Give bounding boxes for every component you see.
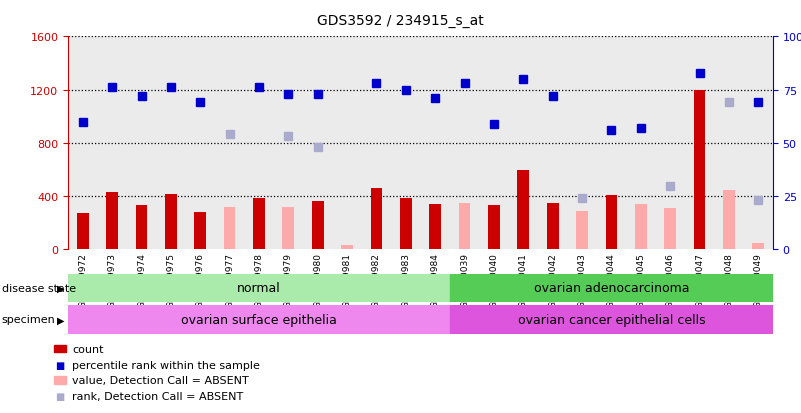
Bar bbox=[186, 37, 215, 250]
Bar bbox=[195, 213, 206, 250]
Bar bbox=[626, 37, 655, 250]
Text: ovarian surface epithelia: ovarian surface epithelia bbox=[181, 313, 337, 326]
Bar bbox=[655, 37, 685, 250]
Text: disease state: disease state bbox=[2, 283, 76, 293]
Bar bbox=[743, 37, 773, 250]
Text: ovarian adenocarcinoma: ovarian adenocarcinoma bbox=[533, 282, 689, 295]
Bar bbox=[215, 37, 244, 250]
Bar bbox=[752, 243, 764, 250]
Bar bbox=[371, 189, 382, 250]
Bar bbox=[362, 37, 391, 250]
Text: ■: ■ bbox=[55, 360, 65, 370]
Text: ovarian cancer epithelial cells: ovarian cancer epithelial cells bbox=[517, 313, 705, 326]
Text: count: count bbox=[72, 344, 103, 354]
Bar bbox=[479, 37, 509, 250]
Text: ▶: ▶ bbox=[57, 283, 64, 293]
Bar bbox=[664, 209, 676, 250]
Bar bbox=[576, 211, 588, 250]
Bar bbox=[68, 274, 450, 302]
Bar bbox=[429, 205, 441, 250]
Bar bbox=[509, 37, 538, 250]
Bar bbox=[77, 214, 89, 250]
Bar bbox=[459, 203, 470, 250]
Bar bbox=[244, 37, 274, 250]
Bar bbox=[538, 37, 567, 250]
Bar bbox=[450, 274, 773, 302]
Bar bbox=[567, 37, 597, 250]
Bar bbox=[488, 206, 500, 250]
Text: ■: ■ bbox=[55, 391, 65, 401]
Bar bbox=[312, 202, 324, 250]
Text: ▶: ▶ bbox=[57, 315, 64, 325]
Bar bbox=[547, 203, 558, 250]
Text: percentile rank within the sample: percentile rank within the sample bbox=[72, 360, 260, 370]
Text: normal: normal bbox=[237, 282, 281, 295]
Bar bbox=[400, 198, 412, 250]
Text: rank, Detection Call = ABSENT: rank, Detection Call = ABSENT bbox=[72, 391, 244, 401]
Bar bbox=[98, 37, 127, 250]
Bar bbox=[606, 195, 618, 250]
Bar bbox=[274, 37, 303, 250]
Bar bbox=[253, 198, 265, 250]
Bar bbox=[68, 306, 450, 334]
Bar bbox=[156, 37, 186, 250]
Bar bbox=[597, 37, 626, 250]
Bar bbox=[283, 207, 294, 250]
Bar bbox=[165, 194, 177, 250]
Bar bbox=[685, 37, 714, 250]
Bar bbox=[450, 306, 773, 334]
Bar bbox=[450, 37, 479, 250]
Bar bbox=[127, 37, 156, 250]
Bar bbox=[723, 190, 735, 250]
Bar bbox=[332, 37, 362, 250]
Text: value, Detection Call = ABSENT: value, Detection Call = ABSENT bbox=[72, 375, 249, 385]
Bar bbox=[635, 205, 646, 250]
Text: specimen: specimen bbox=[2, 315, 55, 325]
Bar bbox=[223, 207, 235, 250]
Bar bbox=[303, 37, 332, 250]
Bar bbox=[714, 37, 743, 250]
Text: GDS3592 / 234915_s_at: GDS3592 / 234915_s_at bbox=[317, 14, 484, 28]
Bar bbox=[135, 206, 147, 250]
Bar bbox=[341, 246, 353, 250]
Bar bbox=[391, 37, 421, 250]
Bar bbox=[517, 170, 529, 250]
Bar bbox=[68, 37, 98, 250]
Bar bbox=[107, 193, 118, 250]
Bar bbox=[421, 37, 450, 250]
Bar bbox=[694, 90, 706, 250]
